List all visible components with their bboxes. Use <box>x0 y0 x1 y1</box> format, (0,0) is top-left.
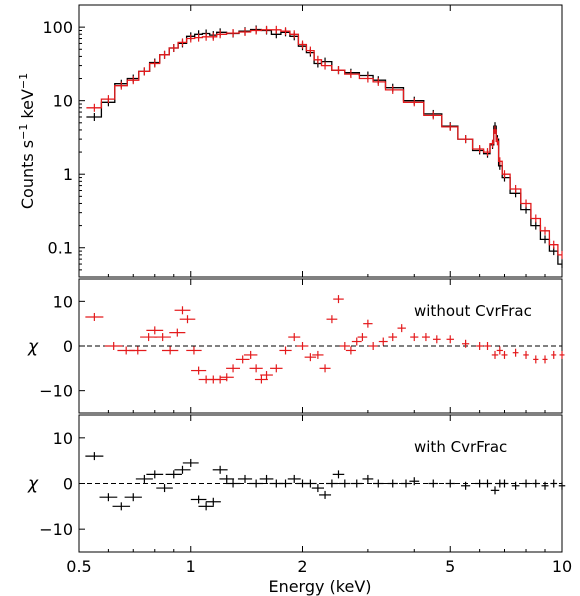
residual-y-tick-label: 10 <box>53 292 73 311</box>
spectrum-panel-frame <box>78 4 563 278</box>
residual-points-with-cvrfrac <box>85 452 566 511</box>
y-axis-label-exp1: −1 <box>17 124 30 140</box>
residual-points-without-cvrfrac <box>85 295 565 384</box>
residual-y-tick-label: −10 <box>39 382 73 401</box>
residual-bottom-y-label: χ <box>27 474 39 494</box>
residual-y-tick-label: 0 <box>63 337 73 356</box>
residual-top-y-label: χ <box>27 337 39 357</box>
y-tick-label: 10 <box>53 92 73 111</box>
residual-top-y-axis: 10 0 −10 <box>39 292 85 401</box>
y-axis-label-exp2: −1 <box>17 73 30 89</box>
y-axis-label-main: Counts s <box>18 140 37 209</box>
y-tick-label: 100 <box>42 18 73 37</box>
residual-y-tick-label: −10 <box>39 520 73 539</box>
y-tick-label: 0.1 <box>48 239 73 258</box>
residual-y-tick-label: 10 <box>53 429 73 448</box>
x-tick-label: 2 <box>297 557 307 576</box>
y-axis-label: Counts s−1 keV−1 <box>17 73 37 209</box>
spectrum-model-line <box>86 29 562 256</box>
y-tick-label: 1 <box>63 165 73 184</box>
annotation-with-cvrfrac: with CvrFrac <box>414 438 507 456</box>
x-tick-label: 5 <box>445 557 455 576</box>
spectrum-series <box>86 25 563 269</box>
x-axis-label: Energy (keV) <box>268 577 371 596</box>
x-tick-label: 10 <box>552 557 572 576</box>
residual-y-tick-label: 0 <box>63 475 73 494</box>
energy-x-axis: 0.5 1 2 5 10 <box>66 5 572 576</box>
residual-bottom-y-axis: 10 0 −10 <box>39 429 85 539</box>
spectrum-model-line <box>86 28 562 265</box>
x-tick-label: 1 <box>186 557 196 576</box>
y-axis-label-mid: keV <box>18 89 37 124</box>
x-tick-label: 0.5 <box>66 557 91 576</box>
spectrum-y-axis: 0.1 1 10 100 <box>42 4 85 278</box>
annotation-without-cvrfrac: without CvrFrac <box>414 302 532 320</box>
